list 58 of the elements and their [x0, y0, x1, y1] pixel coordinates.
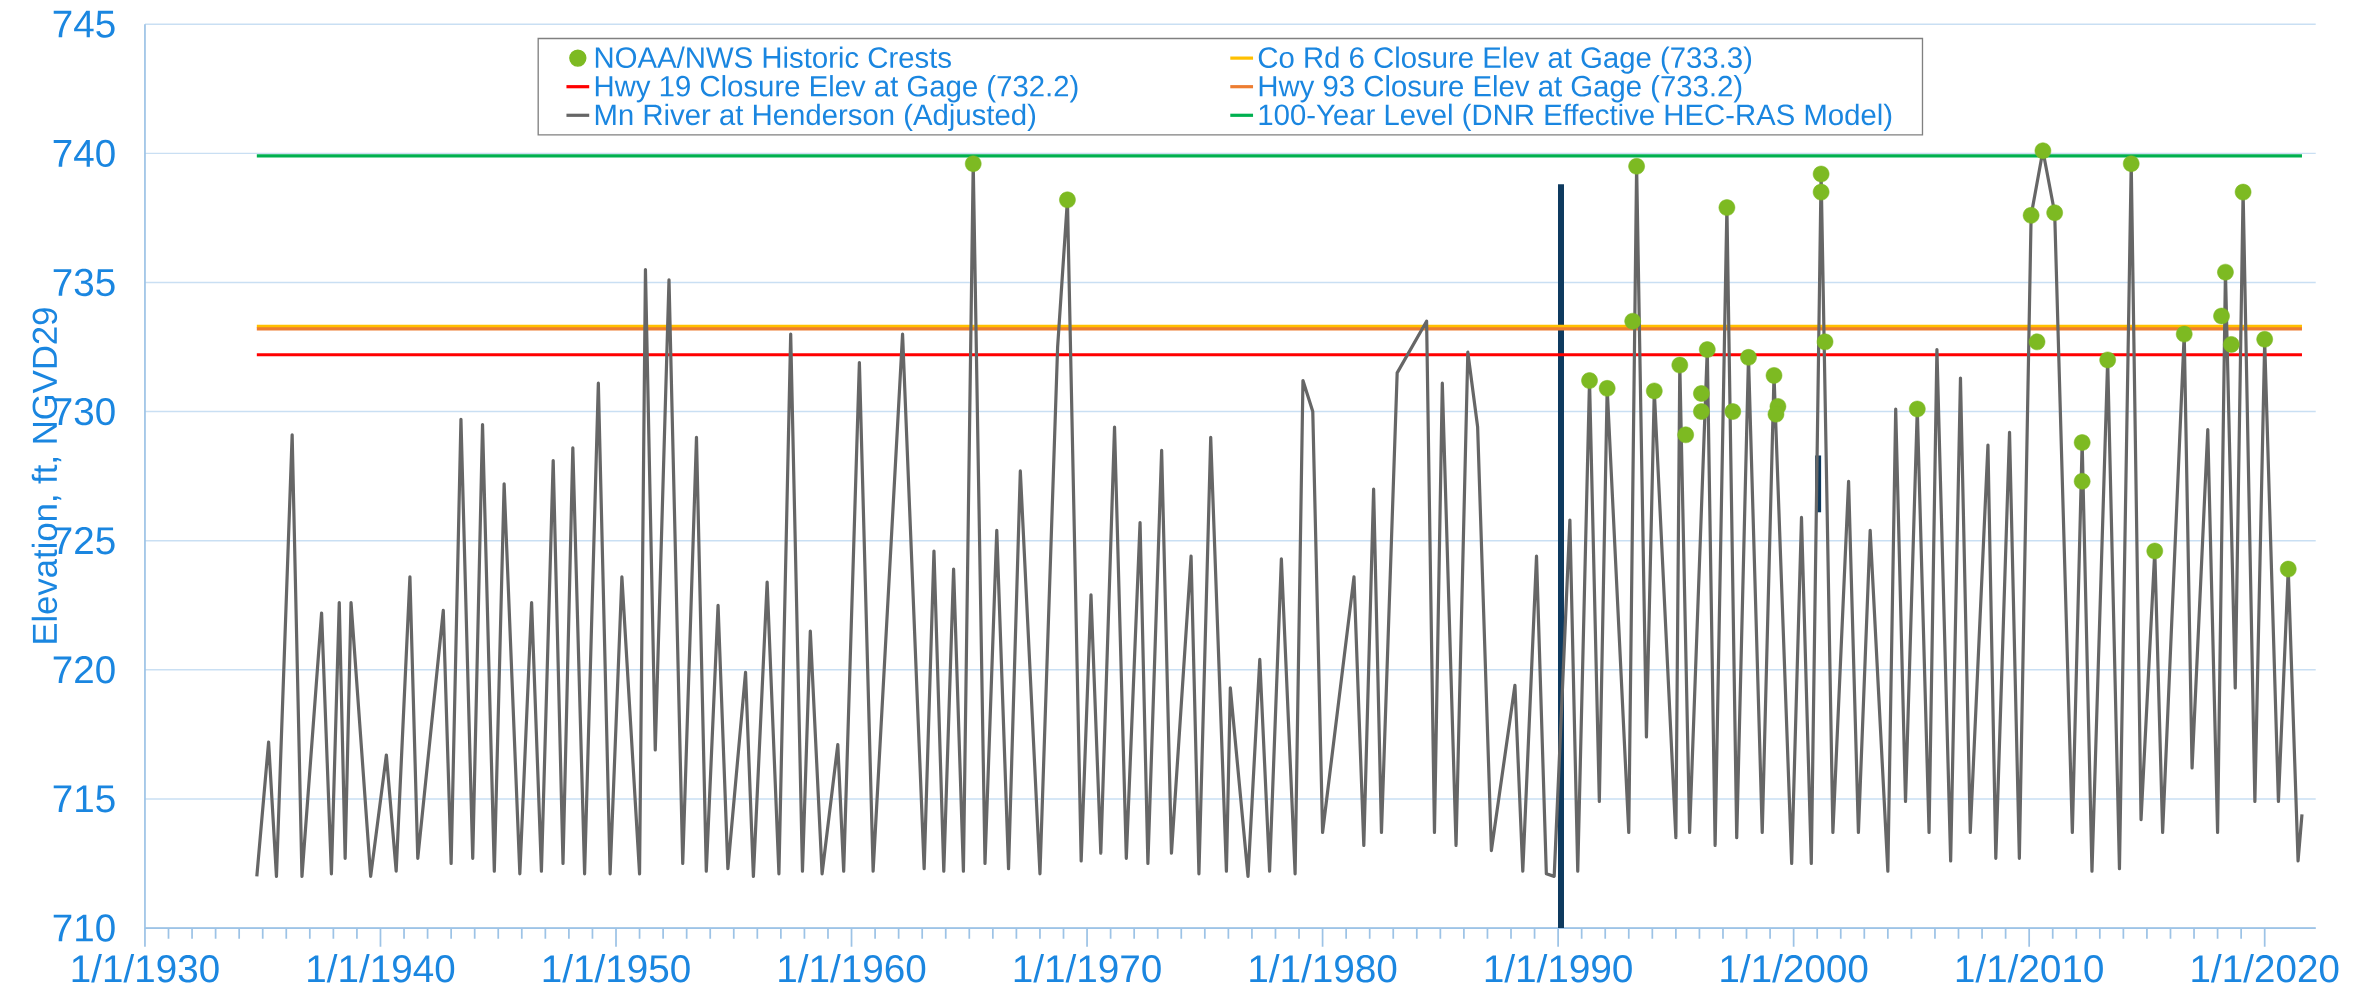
point	[2028, 333, 2046, 351]
y-tick-label: 710	[53, 914, 115, 942]
point	[1699, 341, 1716, 358]
point	[1812, 183, 1830, 201]
point	[1646, 382, 1663, 400]
point	[1765, 367, 1783, 384]
point	[2217, 263, 2234, 281]
y-tick-label: 720	[53, 656, 115, 684]
y-tick-label: 735	[53, 268, 115, 297]
legend-label: 100-Year Level (DNR Effective HEC-RAS Model)	[1259, 103, 1892, 131]
point	[1059, 191, 1076, 209]
x-tick-label: 1/1/1970	[1014, 954, 1161, 983]
legend-label: Mn River at Henderson (Adjusted)	[595, 103, 1036, 131]
legend-label: Hwy 19 Closure Elev at Gage (732.2)	[595, 75, 1078, 103]
x-tick-label: 1/1/1980	[1250, 954, 1397, 983]
point	[2073, 473, 2091, 490]
point	[1671, 356, 1689, 374]
point	[1628, 158, 1645, 175]
y-tick-label: 740	[53, 139, 115, 168]
point	[1693, 385, 1710, 402]
point	[2175, 325, 2193, 343]
point	[2234, 183, 2252, 201]
x-tick-label: 1/1/1950	[543, 954, 690, 983]
y-tick-label: 715	[53, 785, 115, 813]
x-tick-label: 1/1/2020	[2192, 954, 2339, 983]
legend-label: NOAA/NWS Historic Crests	[595, 46, 951, 69]
point	[1581, 372, 1598, 389]
point	[2146, 542, 2164, 560]
point	[2099, 351, 2116, 369]
point	[2022, 207, 2040, 224]
point	[964, 155, 982, 172]
point	[1740, 349, 1757, 366]
point	[1598, 380, 1616, 397]
point	[2073, 434, 2091, 451]
y-tick-label: 745	[53, 10, 115, 38]
point	[2122, 155, 2140, 172]
x-tick-label: 1/1/1990	[1485, 954, 1632, 983]
point	[1816, 333, 1834, 351]
point	[2279, 560, 2297, 578]
point	[1909, 400, 1926, 418]
point	[1624, 312, 1641, 330]
point	[2034, 142, 2052, 160]
x-tick-label: 1/1/1960	[779, 954, 926, 983]
legend-label: Co Rd 6 Closure Elev at Gage (733.3)	[1258, 46, 1752, 74]
point	[1677, 426, 1694, 444]
point	[2213, 307, 2230, 325]
point	[2256, 331, 2273, 348]
legend-label: Hwy 93 Closure Elev at Gage (733.2)	[1259, 75, 1742, 103]
point	[1718, 199, 1736, 216]
x-tick-label: 1/1/2000	[1721, 954, 1868, 983]
point	[1693, 403, 1710, 420]
point	[2046, 204, 2063, 222]
x-tick-label: 1/1/1940	[308, 954, 455, 983]
point	[1724, 403, 1742, 420]
point	[1812, 165, 1830, 183]
x-tick-label: 1/1/2010	[1956, 954, 2103, 983]
point	[2223, 336, 2240, 353]
x-tick-label: 1/1/1930	[72, 954, 219, 983]
